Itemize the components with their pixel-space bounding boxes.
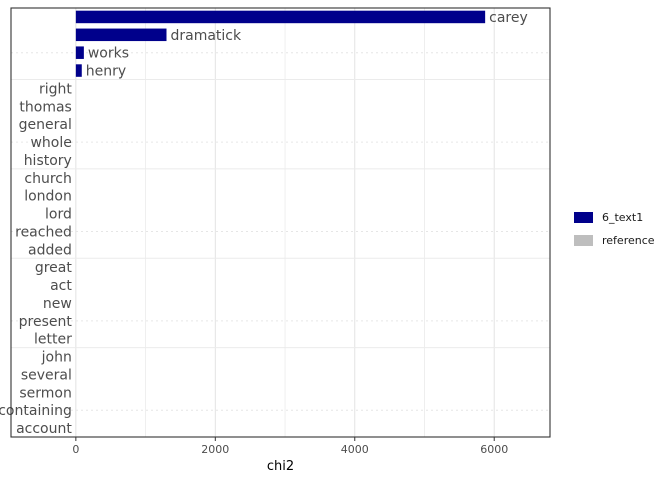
bar-label-thomas: thomas: [19, 99, 71, 115]
bar-label-right: right: [39, 81, 72, 97]
bar-label-dramatick: dramatick: [170, 28, 242, 44]
legend: 6_text1 reference: [574, 206, 655, 252]
bar-label-reached: reached: [15, 224, 72, 240]
bar-label-sermon: sermon: [19, 385, 72, 401]
bar-label-containing: containing: [0, 403, 72, 419]
bar-label-present: present: [19, 314, 73, 330]
bar-label-london: london: [24, 189, 72, 205]
bar-label-several: several: [21, 367, 72, 383]
legend-label-6-text1: 6_text1: [602, 211, 644, 224]
x-axis: 0 2000 4000 6000: [72, 437, 508, 456]
bar-label-added: added: [28, 242, 72, 258]
bar-label-works: works: [88, 46, 129, 62]
bar-label-letter: letter: [34, 332, 72, 348]
legend-item: reference: [574, 229, 655, 252]
bar-label-church: church: [24, 171, 71, 187]
bar-label-account: account: [16, 421, 72, 437]
x-tick-label: 2000: [201, 443, 229, 456]
bar-label-whole: whole: [30, 135, 71, 151]
x-tick-label: 4000: [341, 443, 369, 456]
bar-label-great: great: [35, 260, 73, 276]
bar-label-lord: lord: [45, 207, 72, 223]
bar-dramatick: [75, 28, 167, 42]
legend-label-reference: reference: [602, 234, 655, 247]
bar-label-history: history: [24, 153, 72, 169]
labels: carey dramatick works henry right thomas gener…: [0, 10, 528, 437]
bar-label-henry: henry: [86, 64, 126, 80]
plot-border: [10, 7, 551, 438]
bar-works: [75, 46, 84, 59]
legend-item: 6_text1: [574, 206, 655, 229]
legend-key-6-text1: [574, 212, 593, 223]
x-tick-label: 6000: [480, 443, 508, 456]
bar-label-john: john: [41, 350, 72, 366]
bar-carey: [75, 10, 486, 24]
x-axis-title: chi2: [267, 459, 294, 474]
legend-key-reference: [574, 235, 593, 246]
grid: [11, 8, 550, 437]
x-tick-label: 0: [72, 443, 79, 456]
bar-label-act: act: [50, 278, 72, 294]
bar-label-carey: carey: [489, 10, 528, 26]
bars: [75, 10, 486, 77]
bar-label-general: general: [19, 117, 72, 133]
bar-henry: [75, 64, 82, 77]
bar-label-new: new: [43, 296, 72, 312]
